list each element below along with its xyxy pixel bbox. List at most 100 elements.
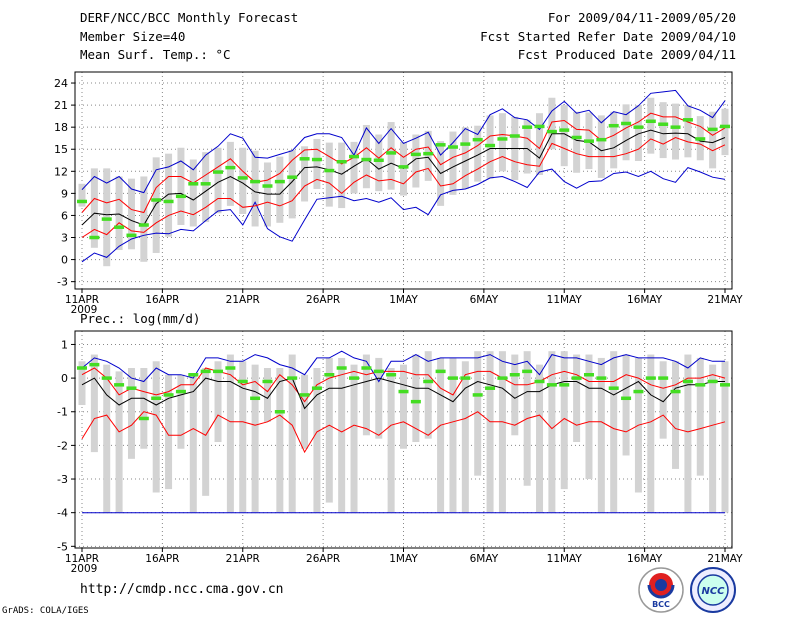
ensemble-box [387, 122, 395, 190]
ensemble-box [449, 357, 457, 513]
ensemble-box [90, 354, 98, 453]
ensemble-box [585, 354, 593, 480]
ensemble-box [165, 153, 173, 237]
y-tick-label: 9 [61, 187, 68, 200]
ensemble-box [152, 361, 160, 493]
ensemble-box [474, 351, 482, 476]
y-tick-label: 0 [61, 254, 68, 267]
ensemble-box [536, 364, 544, 513]
ensemble-box [634, 105, 642, 162]
ensemble-box [115, 176, 123, 251]
x-year-label: 2009 [71, 304, 98, 316]
ensemble-box [350, 364, 358, 513]
ensemble-box [721, 108, 729, 156]
ensemble-box [684, 105, 692, 158]
ensemble-box [288, 354, 296, 513]
y-tick-label: -2 [57, 439, 68, 452]
ensemble-box [659, 102, 667, 159]
ensemble-box [140, 176, 148, 262]
panel-0: -3 0 3 6 9 12 15 18 21 24 11APR 16APR 21APR 26APR 1MAY… [54, 71, 743, 316]
ensemble-box [511, 354, 519, 436]
ensemble-box [721, 361, 729, 513]
x-tick-label: 26APR [306, 553, 340, 565]
ensemble-box [672, 361, 680, 469]
ensemble-box [449, 131, 457, 195]
forecast-produced-date: Fcst Produced Date 2009/04/11 [517, 47, 736, 62]
ensemble-box [288, 149, 296, 219]
forecast-period: For 2009/04/11-2009/05/20 [547, 10, 736, 25]
ensemble-box [696, 357, 704, 476]
ensemble-box [226, 354, 234, 513]
ncc-logo: NCC [690, 567, 736, 613]
ensemble-box [573, 111, 581, 173]
y-tick-label: 3 [61, 232, 68, 245]
ensemble-box [536, 113, 544, 175]
ensemble-box [610, 351, 618, 513]
ensemble-box [152, 157, 160, 253]
grads-credit: GrADS: COLA/IGES [2, 606, 89, 616]
ensemble-box [276, 368, 284, 513]
ensemble-box [400, 364, 407, 449]
ensemble-box [709, 364, 717, 513]
ensemble-box [684, 354, 692, 513]
ensemble-box [597, 115, 605, 178]
y-tick-label: 15 [54, 143, 68, 156]
y-tick-label: 0 [61, 372, 68, 385]
ensemble-box [424, 351, 432, 439]
x-tick-label: 1MAY [389, 553, 418, 565]
ensemble-box [177, 374, 185, 449]
bcc-logo-text: BCC [652, 600, 670, 609]
ensemble-box [301, 146, 309, 202]
ensemble-box [140, 368, 148, 449]
x-tick-label: 21APR [226, 294, 260, 306]
y-tick-label: 12 [54, 165, 68, 178]
ensemble-box [239, 147, 247, 214]
ensemble-box [647, 97, 655, 154]
x-tick-label: 21MAY [707, 294, 743, 306]
ensemble-box [362, 124, 370, 189]
ensemble-box [90, 168, 98, 248]
x-tick-label: 11MAY [547, 294, 583, 306]
ensemble-box [597, 357, 605, 513]
ensemble-box [622, 354, 630, 456]
ensemble-box [659, 361, 667, 439]
ensemble-box [103, 168, 111, 267]
x-tick-label: 11APR [65, 294, 99, 306]
ensemble-box [313, 138, 321, 189]
y-tick-label: -1 [57, 406, 68, 419]
ensemble-box [709, 111, 717, 169]
ensemble-box [387, 368, 395, 513]
ensemble-box [103, 364, 111, 513]
ensemble-box [548, 97, 556, 150]
ensemble-box [338, 357, 346, 513]
ensemble-box [276, 156, 284, 223]
ensemble-box [375, 357, 383, 439]
lower-bound-line [81, 136, 726, 238]
ensemble-box [474, 125, 482, 182]
ensemble-box [214, 147, 222, 214]
ensemble-box [350, 141, 358, 194]
upper-bound-line [81, 112, 726, 214]
ensemble-box [486, 351, 494, 513]
median-line [81, 377, 725, 410]
ensemble-box [412, 134, 420, 188]
y-tick-label: 21 [54, 99, 68, 112]
ensemble-box [301, 374, 309, 449]
ensemble-box [548, 351, 556, 513]
ensemble-box [498, 351, 506, 513]
x-tick-label: 11APR [65, 553, 99, 565]
ensemble-box [375, 134, 383, 192]
footer-url[interactable]: http://cmdp.ncc.cma.gov.cn [80, 582, 284, 597]
plot-frame [74, 330, 733, 549]
ensemble-box [573, 354, 581, 443]
y-tick-label: -3 [57, 473, 68, 486]
ensemble-box [78, 183, 86, 207]
y-tick-label: 18 [54, 121, 68, 134]
y-tick-label: 1 [61, 338, 68, 351]
x-tick-label: 21MAY [707, 553, 743, 565]
member-size-label: Member Size=40 [80, 29, 186, 44]
x-tick-label: 11MAY [547, 553, 583, 565]
x-tick-label: 16MAY [627, 294, 663, 306]
ensemble-box [214, 361, 222, 443]
ensemble-box [127, 368, 135, 459]
